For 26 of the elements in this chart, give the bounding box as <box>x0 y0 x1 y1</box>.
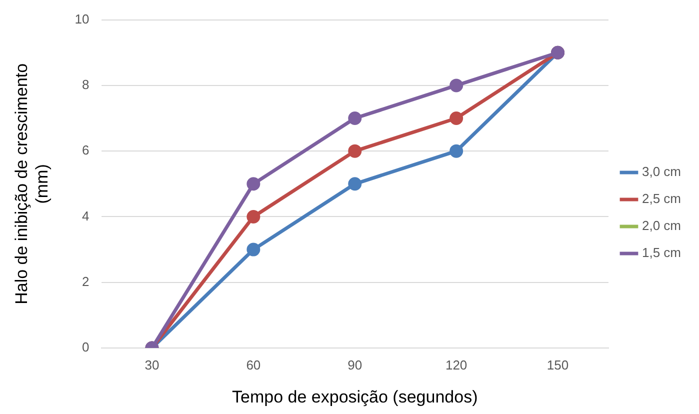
y-tick-label: 0 <box>82 340 90 355</box>
x-tick-label: 60 <box>246 357 261 372</box>
y-axis-title: Halo de inibição de crescimento (mm) <box>12 63 52 304</box>
x-tick-label: 30 <box>144 357 160 372</box>
point <box>450 78 464 92</box>
point <box>348 177 362 191</box>
point <box>246 242 260 256</box>
x-axis-title: Tempo de exposição (segundos) <box>232 387 478 406</box>
legend-label: 3,0 cm <box>642 164 682 180</box>
y-tick-label: 10 <box>74 11 90 26</box>
x-tick-label: 120 <box>445 357 468 372</box>
y-tick-label: 4 <box>82 208 90 224</box>
point <box>450 144 464 158</box>
point <box>246 177 260 191</box>
point <box>450 112 464 126</box>
legend-label: 2,0 cm <box>642 218 682 234</box>
legend-label: 2,5 cm <box>642 191 682 206</box>
legend-label: 1,5 cm <box>642 245 682 260</box>
point <box>348 144 362 158</box>
y-tick-label: 8 <box>82 77 90 92</box>
x-tick-label: 150 <box>546 357 569 372</box>
y-tick-label: 6 <box>82 142 90 158</box>
point <box>348 112 362 126</box>
y-tick-label: 2 <box>82 274 90 289</box>
point <box>246 210 260 224</box>
x-tick-label: 90 <box>348 357 362 372</box>
